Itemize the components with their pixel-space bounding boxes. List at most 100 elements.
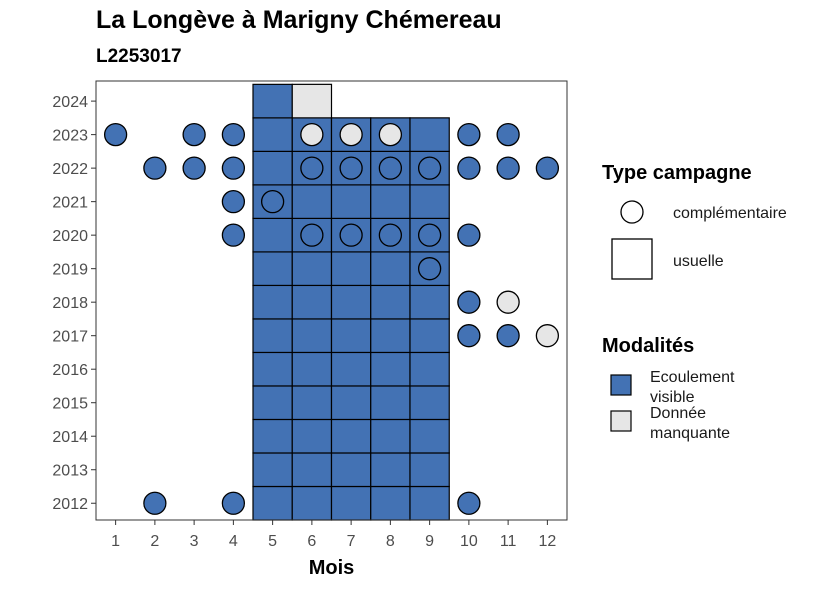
tile-2017-5	[252, 318, 293, 354]
tile-2016-9	[409, 351, 450, 387]
tile-2014-9	[409, 418, 450, 454]
x-tick-label-3: 3	[190, 533, 199, 550]
tile-2016-7	[330, 351, 372, 387]
legend-circle-key	[620, 200, 644, 224]
tile-2012-8	[370, 485, 411, 521]
tile-2017-6	[291, 318, 333, 354]
tile-2013-8	[370, 452, 411, 488]
legend-square-key	[611, 238, 653, 280]
point-2020-4	[221, 223, 246, 247]
tile-2014-8	[370, 418, 411, 454]
x-tick-label-4: 4	[229, 533, 238, 550]
y-tick-label-2014: 2014	[52, 429, 88, 446]
point-2023-11	[496, 122, 520, 147]
tile-2023-5	[252, 117, 293, 152]
point-2019-9	[417, 257, 442, 281]
tile-2013-5	[252, 452, 293, 488]
point-2021-5	[260, 189, 285, 214]
point-2022-6	[300, 156, 324, 180]
legend-title-type: Type campagne	[602, 162, 752, 184]
y-tick-label-2013: 2013	[52, 463, 88, 480]
point-2020-7	[339, 223, 363, 247]
complementaire-points	[103, 122, 560, 515]
point-2022-4	[221, 156, 246, 180]
x-tick-label-1: 1	[111, 533, 120, 550]
plot-border	[95, 80, 568, 521]
tile-2014-7	[330, 418, 372, 454]
x-tick-label-10: 10	[460, 533, 478, 550]
point-2012-10	[457, 491, 481, 515]
tile-2018-9	[409, 284, 450, 320]
tile-2021-9	[409, 184, 450, 219]
point-2023-7	[339, 122, 363, 147]
legend-label-complementaire: complémentaire	[673, 205, 787, 222]
x-tick-label-5: 5	[268, 533, 277, 550]
tile-2015-9	[409, 385, 450, 421]
y-tick-label-2012: 2012	[52, 496, 88, 513]
point-2023-3	[182, 122, 206, 147]
tile-2018-8	[370, 284, 411, 320]
legend-fill-label-1-line1: Donnée	[650, 405, 706, 422]
axes: 1 2 3 4 5 6 7 8 9 10 11 122012201320142015201620172…	[52, 94, 556, 579]
tile-2012-6	[291, 485, 333, 521]
y-tick-label-2019: 2019	[52, 262, 88, 279]
tile-2012-5	[252, 485, 293, 521]
tile-2018-5	[252, 284, 293, 320]
tile-2022-5	[252, 150, 293, 186]
point-2020-10	[457, 223, 481, 247]
point-2020-8	[378, 223, 403, 247]
point-2017-11	[496, 324, 520, 348]
tile-2020-5	[252, 217, 293, 253]
legend: Type campagne complémentaire usuelle Modali…	[602, 162, 787, 442]
point-2020-9	[417, 223, 442, 247]
point-2017-10	[457, 324, 481, 348]
x-tick-label-6: 6	[307, 533, 316, 550]
point-2023-8	[378, 122, 403, 147]
legend-fill-key-0	[610, 374, 632, 396]
tile-2012-7	[330, 485, 372, 521]
tile-2015-8	[370, 385, 411, 421]
tile-2015-5	[252, 385, 293, 421]
tile-2013-6	[291, 452, 333, 488]
point-2021-4	[221, 189, 246, 214]
tile-2024-6	[291, 83, 333, 119]
point-2022-3	[182, 156, 206, 180]
y-tick-label-2020: 2020	[52, 228, 88, 245]
point-2023-1	[103, 122, 128, 147]
y-tick-label-2023: 2023	[52, 128, 88, 145]
tile-2024-5	[252, 83, 293, 119]
usuelle-tiles	[252, 83, 450, 521]
tile-2021-7	[330, 184, 372, 219]
y-tick-label-2021: 2021	[52, 195, 88, 212]
tile-2016-6	[291, 351, 333, 387]
chart-title: La Longève à Marigny Chémereau	[96, 6, 502, 34]
x-tick-label-12: 12	[538, 533, 556, 550]
tile-2018-7	[330, 284, 372, 320]
tile-2015-7	[330, 385, 372, 421]
tile-2016-5	[252, 351, 293, 387]
legend-fill-label-0-line1: Ecoulement	[650, 369, 735, 386]
point-2020-6	[300, 223, 324, 247]
tile-2019-8	[370, 251, 411, 287]
y-tick-label-2024: 2024	[52, 94, 88, 111]
y-tick-label-2022: 2022	[52, 161, 88, 178]
x-tick-label-8: 8	[386, 533, 395, 550]
tile-2019-7	[330, 251, 372, 287]
x-tick-label-11: 11	[500, 533, 517, 550]
tile-2013-9	[409, 452, 450, 488]
chart-subtitle: L2253017	[96, 46, 182, 67]
legend-title-modalites: Modalités	[602, 335, 694, 357]
point-2022-8	[378, 156, 403, 180]
point-2017-12	[535, 324, 560, 348]
tile-2013-7	[330, 452, 372, 488]
tile-2017-9	[409, 318, 450, 354]
point-2022-11	[496, 156, 520, 180]
legend-fill-label-1-line2: manquante	[650, 425, 730, 442]
x-axis-label: Mois	[309, 557, 355, 579]
point-2023-6	[300, 122, 324, 147]
point-2022-10	[457, 156, 481, 180]
x-tick-label-9: 9	[425, 533, 434, 550]
plot-frame	[95, 80, 568, 521]
point-2012-4	[221, 491, 246, 515]
